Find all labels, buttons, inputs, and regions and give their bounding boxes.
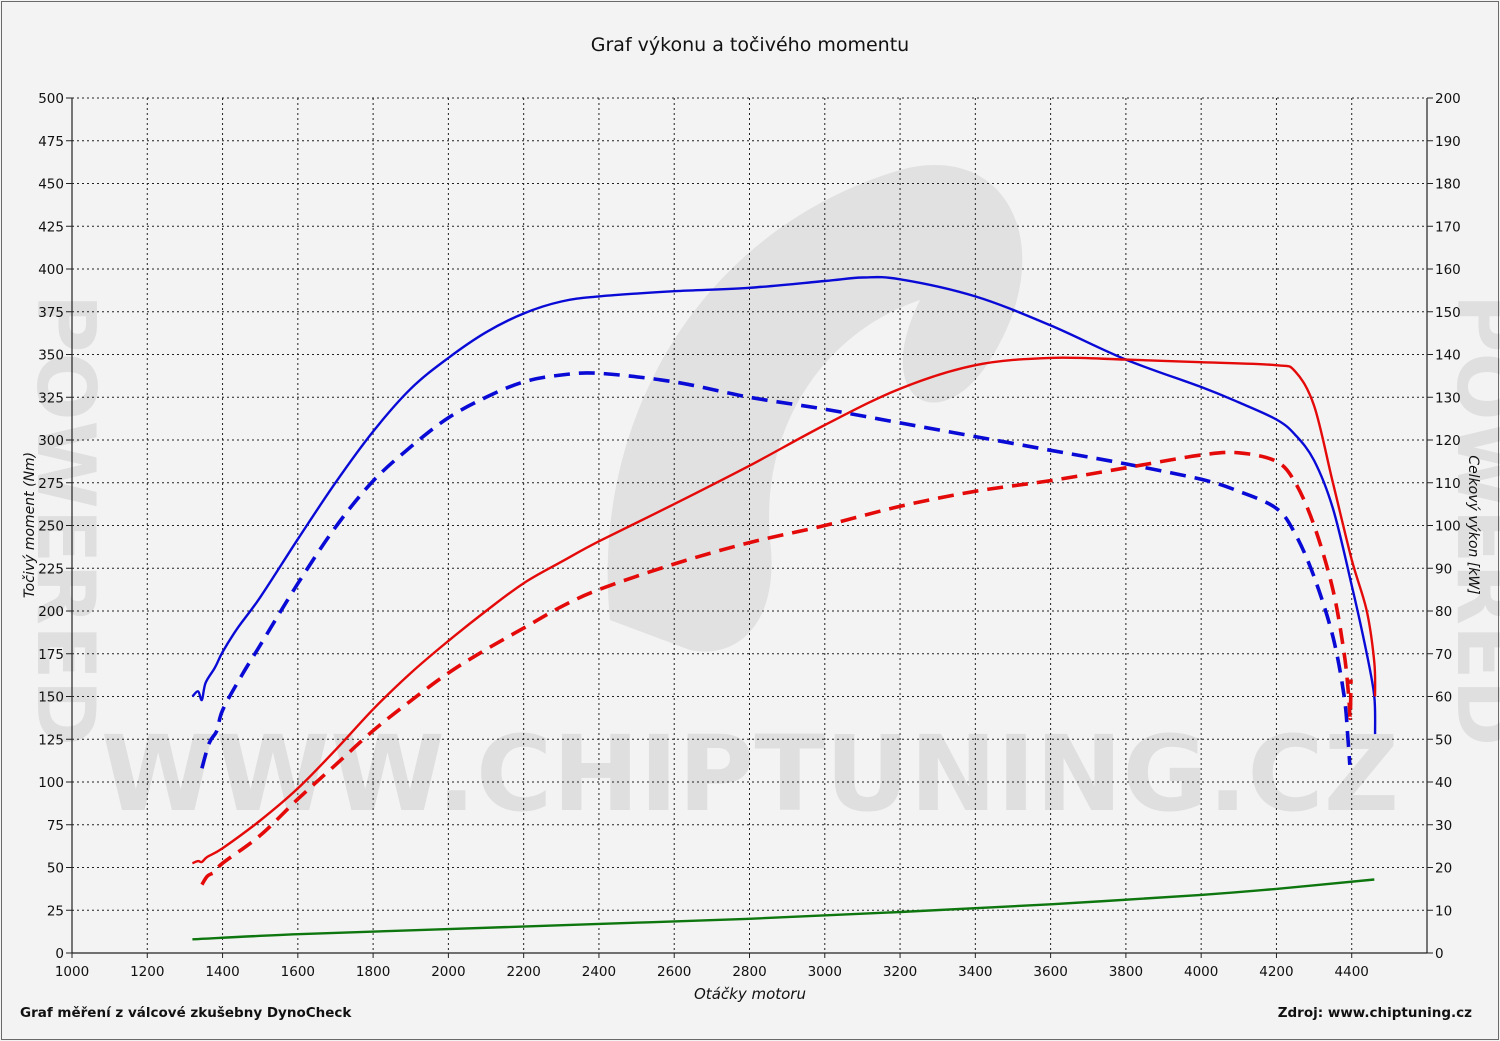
y-left-tick-label: 400 — [38, 262, 64, 278]
y-left-tick-label: 100 — [38, 775, 64, 791]
watermark-side-left: POWERED — [19, 294, 112, 746]
y-left-tick-label: 200 — [38, 604, 64, 620]
series-line-1 — [191, 275, 1377, 735]
y-left-tick-label: 175 — [38, 647, 64, 663]
y-left-tick-label: 450 — [38, 177, 64, 193]
y-right-tick-label: 100 — [1435, 519, 1461, 535]
y-left-tick-label: 25 — [47, 903, 64, 919]
axes — [66, 97, 1433, 958]
series-line-5 — [192, 878, 1375, 941]
x-tick-label: 1800 — [356, 964, 390, 980]
y-left-tick-label: 500 — [38, 91, 64, 107]
watermark-side-right: POWERED — [1439, 294, 1500, 746]
y-right-tick-label: 120 — [1435, 433, 1461, 449]
x-tick-label: 3600 — [1033, 964, 1067, 980]
y-left-tick-label: 75 — [47, 818, 64, 834]
watermark: WWW.CHIPTUNING.CZ POWERED POWERED — [19, 164, 1500, 835]
y-left-tick-label: 425 — [38, 219, 64, 235]
grid — [72, 97, 1427, 953]
y-left-tick-label: 250 — [38, 519, 64, 535]
y-right-tick-label: 150 — [1435, 305, 1461, 321]
y-left-tick-label: 50 — [47, 861, 64, 877]
x-tick-label: 1200 — [130, 964, 164, 980]
chart-title: Graf výkonu a točivého momentu — [590, 34, 910, 56]
x-tick-label: 4200 — [1259, 964, 1293, 980]
y-left-tick-label: 275 — [38, 476, 64, 492]
y-left-tick-label: 125 — [38, 732, 64, 748]
x-tick-label: 2600 — [657, 964, 691, 980]
y-right-tick-label: 50 — [1435, 732, 1452, 748]
y-right-tick-label: 10 — [1435, 903, 1452, 919]
x-tick-label: 2400 — [582, 964, 616, 980]
y-left-tick-label: 325 — [38, 390, 64, 406]
y-axis-left-label: Točivý moment (Nm) — [22, 451, 38, 599]
y-right-tick-label: 20 — [1435, 861, 1452, 877]
y-right-tick-label: 190 — [1435, 134, 1461, 150]
footer-source-note: Graf měření z válcové zkušebny DynoCheck — [20, 1005, 352, 1021]
x-tick-label: 2000 — [431, 964, 465, 980]
y-left-tick-label: 0 — [55, 946, 64, 962]
y-axis-right-label: Celkový výkon [kW] — [1465, 455, 1481, 595]
x-tick-label: 3200 — [883, 964, 917, 980]
y-right-tick-label: 160 — [1435, 262, 1461, 278]
x-tick-label: 3000 — [808, 964, 842, 980]
x-tick-label: 1600 — [281, 964, 315, 980]
x-tick-label: 1400 — [205, 964, 239, 980]
y-right-tick-label: 140 — [1435, 348, 1461, 364]
footer-website: Zdroj: www.chiptuning.cz — [1277, 1005, 1472, 1021]
y-right-tick-label: 80 — [1435, 604, 1452, 620]
y-right-tick-label: 40 — [1435, 775, 1452, 791]
y-right-tick-label: 110 — [1435, 476, 1461, 492]
y-right-tick-label: 170 — [1435, 219, 1461, 235]
x-tick-label: 3800 — [1109, 964, 1143, 980]
y-right-tick-label: 0 — [1435, 946, 1444, 962]
y-right-tick-label: 90 — [1435, 561, 1452, 577]
y-right-tick-label: 200 — [1435, 91, 1461, 107]
x-tick-label: 4000 — [1184, 964, 1218, 980]
x-tick-label: 2800 — [732, 964, 766, 980]
y-left-tick-label: 475 — [38, 134, 64, 150]
x-axis-label: Otáčky motoru — [694, 985, 806, 1003]
y-right-tick-label: 180 — [1435, 177, 1461, 193]
y-left-tick-label: 150 — [38, 690, 64, 706]
series-line-2 — [200, 371, 1352, 769]
tick-labels: 1000 1200 1400 1600 1800 2000 2200 2400 2600 2800… — [38, 91, 1461, 980]
x-tick-label: 4400 — [1335, 964, 1369, 980]
x-tick-label: 1000 — [55, 964, 89, 980]
y-left-tick-label: 350 — [38, 348, 64, 364]
y-right-tick-label: 130 — [1435, 390, 1461, 406]
y-left-tick-label: 225 — [38, 561, 64, 577]
y-right-tick-label: 30 — [1435, 818, 1452, 834]
y-right-tick-label: 70 — [1435, 647, 1452, 663]
series-line-4 — [200, 450, 1353, 886]
series-line-3 — [191, 356, 1377, 865]
y-left-tick-label: 375 — [38, 305, 64, 321]
series-lines — [191, 275, 1377, 941]
y-left-tick-label: 300 — [38, 433, 64, 449]
y-right-tick-label: 60 — [1435, 690, 1452, 706]
x-tick-label: 2200 — [506, 964, 540, 980]
x-tick-label: 3400 — [958, 964, 992, 980]
